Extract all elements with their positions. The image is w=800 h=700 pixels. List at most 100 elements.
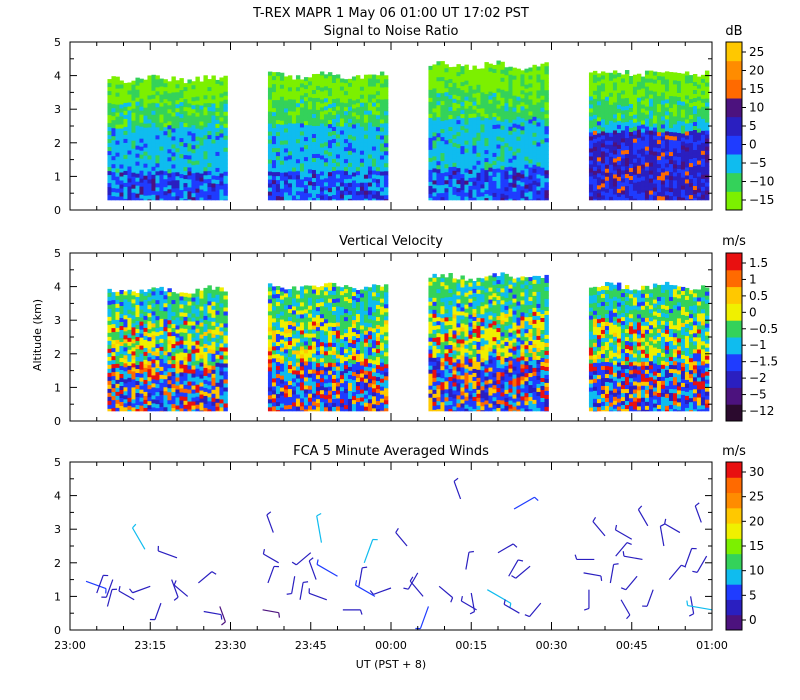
field-cell [544, 174, 549, 179]
field-cell [536, 90, 541, 95]
colorbar-swatch [726, 42, 742, 62]
field-cell [588, 168, 594, 173]
field-cell [383, 187, 389, 192]
figure-title: T-REX MAPR 1 May 06 01:00 UT 17:02 PST [252, 6, 529, 21]
field-cell [163, 375, 168, 380]
field-cell [464, 112, 469, 118]
field-cell [375, 127, 381, 132]
field-cell [307, 137, 313, 142]
field-cell [616, 192, 622, 198]
field-cell [604, 112, 610, 118]
field-cell [452, 138, 457, 144]
field-cell [351, 160, 357, 165]
field-cell [151, 291, 156, 296]
field-cell [363, 170, 369, 176]
field-cell [504, 135, 509, 140]
field-cell [211, 95, 216, 100]
field-cell [215, 179, 220, 185]
field-cell [704, 102, 710, 107]
field-cell [628, 167, 634, 173]
field-cell [652, 179, 658, 184]
field-cell [283, 188, 289, 193]
field-cell [215, 159, 220, 165]
field-cell [295, 195, 301, 200]
field-cell [283, 128, 289, 133]
field-cell [275, 310, 281, 315]
field-cell [355, 119, 361, 124]
field-cell [496, 152, 501, 157]
field-cell [640, 112, 646, 117]
field-cell [143, 343, 148, 349]
field-cell [211, 159, 216, 164]
field-cell [428, 173, 433, 179]
field-cell [187, 87, 192, 92]
field-cell [123, 154, 128, 160]
field-cell [295, 83, 301, 88]
field-cell [135, 109, 140, 115]
field-cell [147, 393, 152, 398]
field-cell [119, 361, 124, 367]
field-cell [291, 163, 297, 168]
field-cell [155, 175, 160, 180]
field-cell [432, 152, 437, 157]
field-cell [680, 113, 686, 118]
field-cell [664, 111, 670, 116]
field-cell [660, 88, 666, 93]
field-cell [444, 144, 449, 149]
field-cell [516, 168, 521, 174]
field-cell [115, 335, 120, 341]
field-cell [203, 75, 208, 80]
field-cell [131, 192, 136, 198]
field-cell [159, 338, 164, 344]
field-cell [528, 75, 533, 80]
field-cell [664, 91, 670, 96]
field-cell [540, 63, 545, 69]
field-cell [371, 154, 377, 159]
field-cell [624, 90, 630, 95]
field-cell [203, 127, 208, 132]
field-cell [163, 175, 168, 180]
field-cell [500, 161, 505, 167]
field-cell [460, 78, 465, 83]
field-cell [528, 115, 533, 120]
field-cell [175, 297, 180, 302]
field-cell [147, 123, 152, 128]
field-cell [428, 117, 433, 123]
field-cell [135, 373, 140, 378]
field-cell [135, 129, 140, 135]
field-cell [199, 326, 204, 331]
field-cell [540, 179, 545, 185]
field-cell [203, 187, 208, 192]
field-cell [295, 131, 301, 136]
field-cell [608, 156, 614, 162]
field-cell [275, 322, 281, 327]
field-cell [127, 333, 132, 339]
field-cell [127, 405, 132, 411]
field-cell [612, 82, 618, 87]
field-cell [135, 85, 140, 91]
field-cell [207, 191, 212, 196]
field-cell [660, 144, 666, 149]
field-cell [183, 332, 188, 338]
field-cell [379, 199, 385, 201]
field-cell [159, 158, 164, 163]
field-cell [444, 116, 449, 121]
field-cell [628, 139, 634, 145]
field-cell [183, 103, 188, 108]
field-cell [680, 141, 686, 146]
field-cell [359, 186, 365, 192]
field-cell [688, 155, 694, 160]
field-cell [692, 189, 698, 195]
field-cell [612, 122, 618, 127]
field-cell [215, 175, 220, 181]
field-cell [512, 123, 517, 129]
field-cell [183, 404, 188, 410]
field-cell [516, 144, 521, 150]
field-cell [524, 96, 529, 102]
field-cell [488, 151, 493, 157]
field-cell [323, 134, 329, 139]
field-cell [211, 127, 216, 132]
field-cell [327, 164, 333, 169]
field-cell [636, 129, 642, 135]
